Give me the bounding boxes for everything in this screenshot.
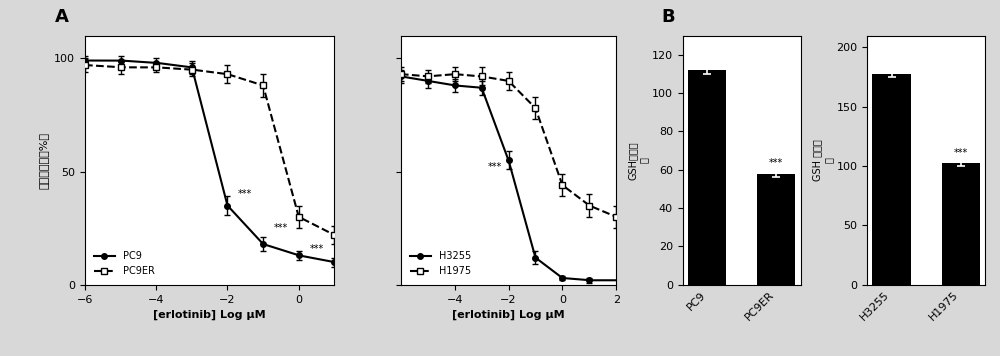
- Bar: [942, 163, 980, 285]
- Text: B: B: [662, 7, 675, 26]
- Text: A: A: [55, 7, 69, 26]
- Bar: [872, 74, 911, 285]
- Text: ***: ***: [274, 223, 288, 233]
- Legend: H3255, H1975: H3255, H1975: [406, 247, 475, 280]
- Text: ***: ***: [238, 189, 252, 199]
- Y-axis label: 细胞存活率（%）: 细胞存活率（%）: [39, 132, 49, 189]
- Bar: [757, 174, 795, 285]
- X-axis label: [erlotinib] Log μM: [erlotinib] Log μM: [153, 310, 266, 320]
- Y-axis label: GSH 相对值
值: GSH 相对值 值: [812, 139, 834, 181]
- Text: ***: ***: [769, 158, 783, 168]
- Text: ***: ***: [954, 148, 968, 158]
- Legend: PC9, PC9ER: PC9, PC9ER: [90, 247, 159, 280]
- Text: ***: ***: [488, 162, 502, 172]
- Y-axis label: GSH相对值
值: GSH相对值 值: [628, 141, 649, 179]
- Bar: [688, 70, 726, 285]
- X-axis label: [erlotinib] Log μM: [erlotinib] Log μM: [452, 310, 565, 320]
- Text: ***: ***: [309, 244, 324, 253]
